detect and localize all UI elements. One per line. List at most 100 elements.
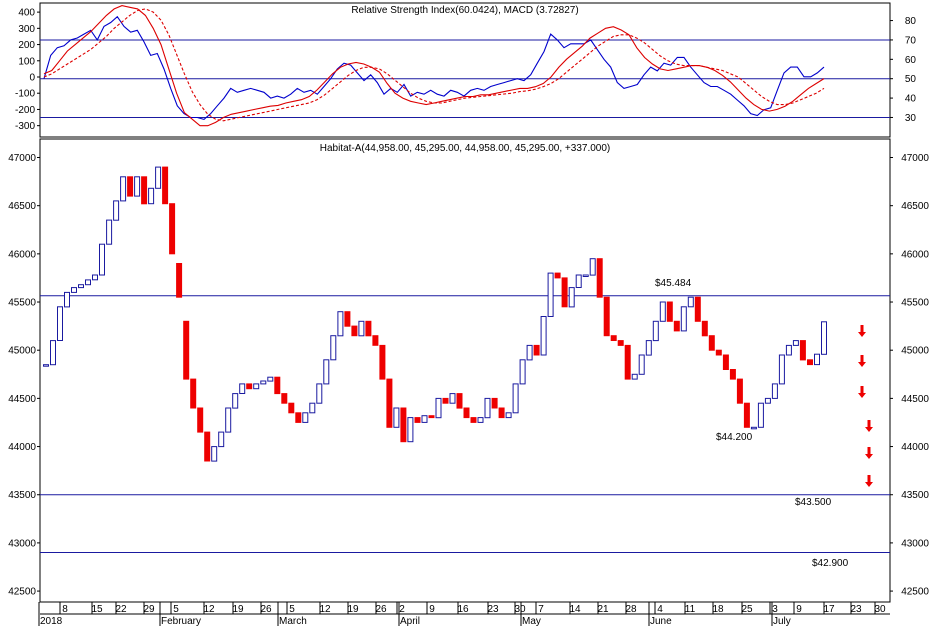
candle-up [519, 359, 526, 385]
candle-down [624, 344, 631, 380]
candle-up [337, 311, 344, 337]
candle-down [799, 340, 806, 361]
top-left-tick-label: 400 [18, 8, 35, 19]
top-left-tick-label: 300 [18, 24, 35, 35]
candle-down [176, 263, 183, 298]
candle-up [512, 383, 519, 414]
top-left-tick-label: -100 [15, 89, 35, 100]
candle-up [484, 397, 491, 419]
x-day-label: 9 [429, 604, 435, 615]
candle-up [309, 402, 316, 414]
candle-down [463, 407, 470, 419]
x-day-label: 15 [91, 604, 103, 615]
x-day-label: 3 [772, 604, 778, 615]
x-day-label: 7 [538, 604, 544, 615]
candle-up [393, 407, 400, 428]
candle-up [323, 359, 330, 385]
candle-down [694, 296, 701, 322]
candle-up [330, 335, 337, 361]
x-day-label: 2 [399, 604, 405, 615]
price-left-tick-label: 43500 [8, 490, 36, 501]
down-arrow-icon [865, 475, 873, 487]
candle-down [162, 166, 169, 205]
candle-up [771, 383, 778, 399]
main-panel-frame [39, 138, 891, 603]
candle-up [778, 354, 785, 385]
top-left-tick-label: 500 [18, 0, 35, 2]
candle-down [372, 335, 379, 346]
candle-up [764, 397, 771, 404]
candle-up [785, 344, 792, 356]
candle-up [435, 397, 442, 419]
down-arrow-icon [858, 325, 866, 337]
candle-up [85, 279, 91, 286]
price-right-tick-label: 47000 [901, 153, 929, 164]
price-left-tick-label: 44000 [8, 442, 36, 453]
candle-up [750, 426, 757, 430]
candle-up [540, 316, 547, 356]
candle-up [155, 166, 162, 189]
price-right-tick-label: 43000 [901, 538, 929, 549]
candle-down [169, 203, 176, 255]
price-annotation: $43.500 [795, 497, 832, 508]
x-month-label: March [279, 616, 307, 626]
top-right-tick-label: 70 [905, 35, 917, 46]
price-right-tick-label: 46500 [901, 201, 929, 212]
candle-down [141, 176, 148, 205]
candle-up [821, 321, 827, 355]
candle-up [652, 320, 659, 342]
candle-down [442, 397, 449, 404]
candle-up [106, 219, 113, 245]
top-panel-title: Relative Strength Index(60.0424), MACD (… [351, 5, 578, 16]
down-arrow-icon [858, 355, 866, 367]
candle-down [666, 301, 673, 322]
candle-up [358, 320, 365, 337]
candle-down [596, 258, 603, 298]
candle-down [456, 393, 463, 409]
candle-down [379, 344, 386, 380]
top-left-tick-label: 0 [29, 73, 35, 84]
candle-up [814, 353, 820, 366]
x-day-label: 14 [569, 604, 581, 615]
price-left-tick-label: 47000 [8, 153, 36, 164]
x-day-label: 5 [289, 604, 295, 615]
candle-up [582, 274, 589, 277]
candle-up [64, 291, 70, 308]
x-day-label: 25 [741, 604, 753, 615]
candle-down [673, 320, 680, 332]
x-day-label: 4 [657, 604, 663, 615]
x-day-label: 29 [143, 604, 155, 615]
candle-up [253, 383, 260, 390]
main-panel-title: Habitat-A(44,958.00, 45,295.00, 44,958.0… [320, 143, 611, 154]
candle-down [498, 407, 505, 419]
candle-up [645, 340, 652, 356]
candle-down [414, 417, 421, 423]
price-left-tick-label: 46500 [8, 201, 36, 212]
down-arrow-icon [858, 386, 866, 398]
price-left-tick-label: 43000 [8, 538, 36, 549]
candle-down [561, 277, 568, 308]
price-left-tick-label: 42500 [8, 587, 36, 598]
top-left-tick-label: -300 [15, 121, 35, 132]
candle-down [365, 320, 372, 337]
candle-down [281, 393, 288, 404]
candle-up [232, 393, 239, 409]
x-day-label: 12 [203, 604, 215, 615]
candle-down [533, 344, 540, 356]
candle-down [554, 272, 561, 279]
candle-down [722, 354, 729, 370]
price-right-tick-label: 42500 [901, 587, 929, 598]
price-right-tick-label: 45500 [901, 298, 929, 309]
macd-signal-line [43, 8, 825, 122]
price-panel: Habitat-A(44,958.00, 45,295.00, 44,958.0… [8, 138, 929, 603]
top-right-tick-label: 80 [905, 16, 917, 27]
candle-up [547, 272, 554, 318]
candle-up [99, 243, 105, 276]
candle-up [421, 415, 428, 423]
x-day-label: 30 [514, 604, 526, 615]
x-day-label: 26 [375, 604, 387, 615]
x-month-label: July [773, 616, 791, 626]
top-right-tick-label: 30 [905, 113, 917, 124]
x-month-label: May [522, 616, 541, 626]
